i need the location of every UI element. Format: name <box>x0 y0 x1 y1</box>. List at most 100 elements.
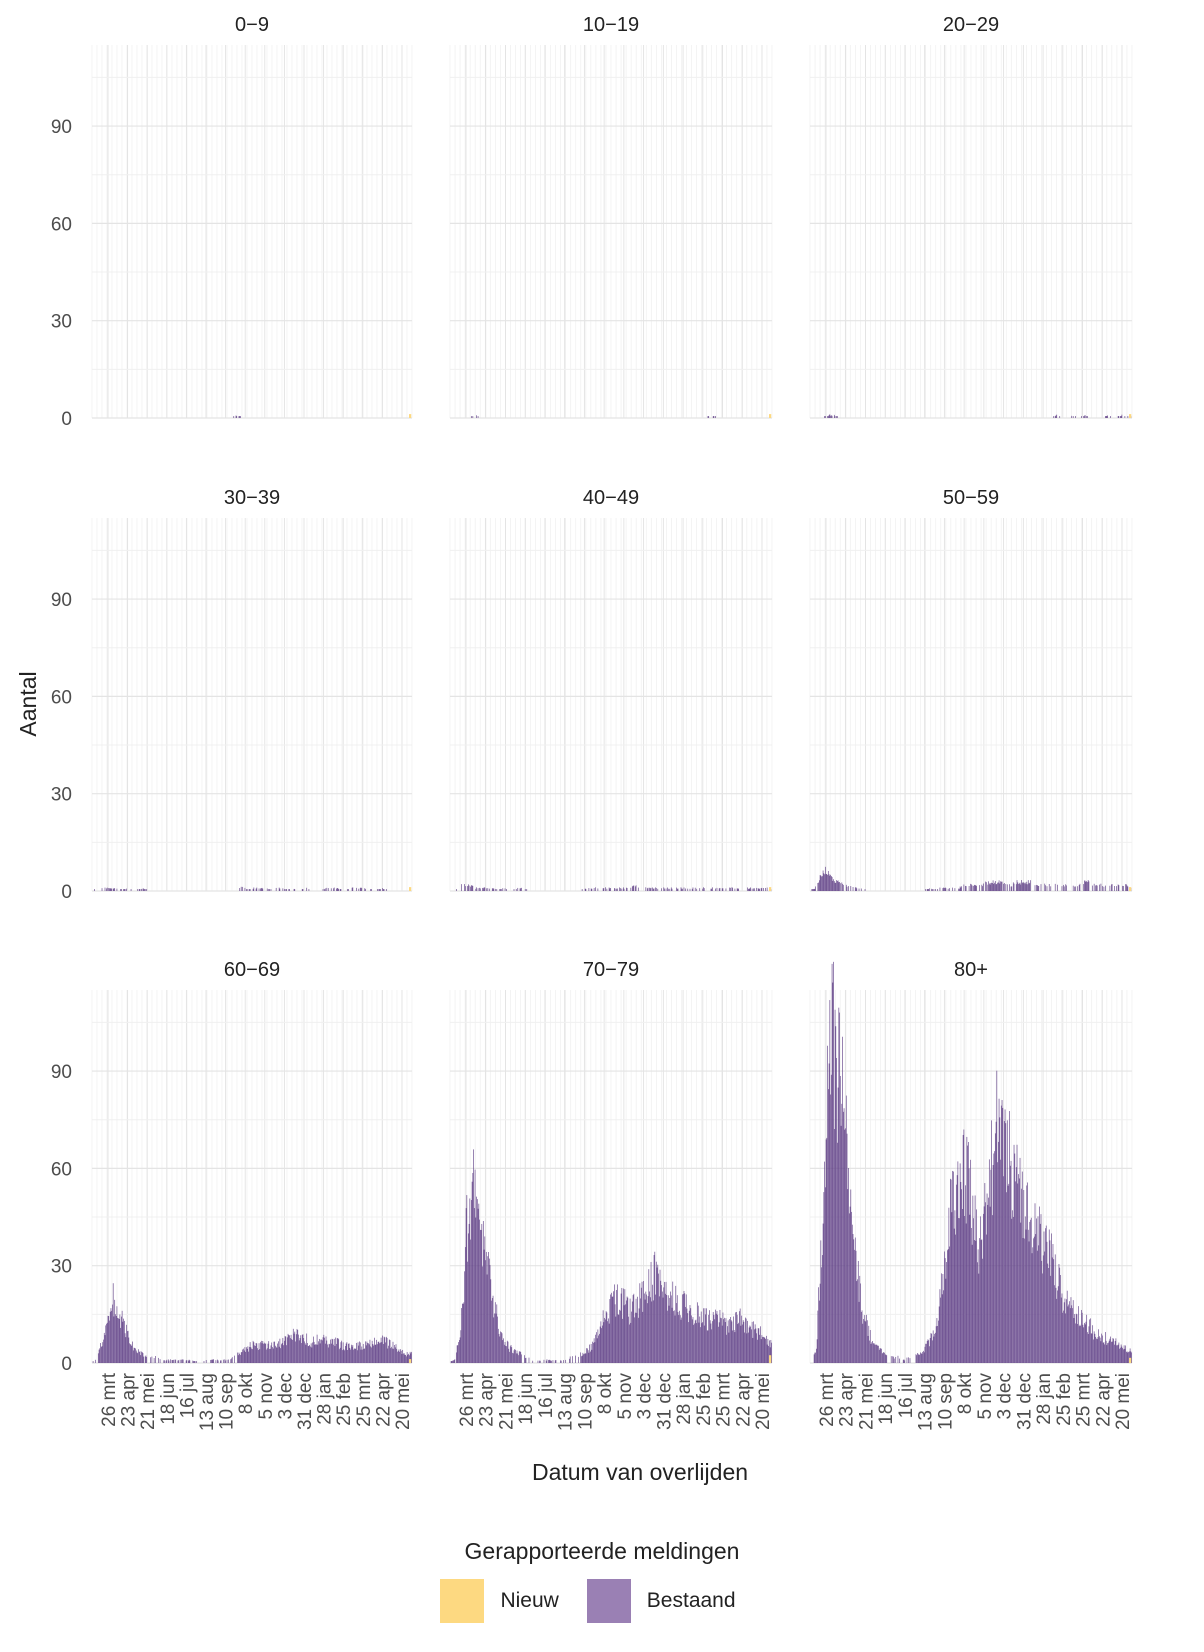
bar <box>119 1314 121 1363</box>
bar <box>528 1357 530 1363</box>
bar <box>515 889 517 891</box>
bar <box>1064 1298 1066 1363</box>
bar <box>247 1346 249 1363</box>
bar <box>1046 886 1048 891</box>
bar <box>691 1319 693 1363</box>
bar <box>179 1359 181 1363</box>
bar <box>109 888 111 891</box>
bar <box>370 889 372 891</box>
bar <box>602 888 604 891</box>
bar <box>918 1354 920 1363</box>
bar <box>902 1359 904 1363</box>
bar <box>974 884 975 891</box>
bar <box>275 1346 277 1363</box>
bar <box>369 1339 371 1363</box>
bar <box>374 1337 375 1363</box>
bar <box>1021 1188 1022 1363</box>
bar <box>478 1203 480 1363</box>
bar <box>987 1204 989 1363</box>
bar <box>104 887 106 891</box>
bar <box>289 889 290 891</box>
bar <box>748 1332 749 1363</box>
bar <box>617 1314 619 1363</box>
bar <box>402 1349 404 1363</box>
bar <box>362 1349 363 1363</box>
bar <box>104 1335 106 1363</box>
bar <box>976 1262 978 1363</box>
bar <box>1090 1333 1092 1363</box>
bar <box>760 888 762 891</box>
bar <box>363 1348 365 1363</box>
bar <box>1096 1338 1097 1363</box>
bar <box>518 1351 520 1363</box>
bar <box>763 888 764 891</box>
bar <box>491 888 493 891</box>
bar <box>829 1000 831 1363</box>
bar <box>137 1353 139 1363</box>
x-tick-label: 20 mei <box>1113 1373 1134 1430</box>
bar <box>731 1321 733 1363</box>
bar <box>944 887 946 891</box>
bar <box>353 1348 355 1363</box>
x-tick-label: 20 mei <box>753 1373 774 1430</box>
bar <box>585 888 587 891</box>
bar <box>109 888 110 891</box>
bar <box>189 1360 191 1363</box>
bar <box>883 1352 885 1363</box>
x-tick-label: 28 jan <box>674 1373 695 1425</box>
bar <box>494 888 496 891</box>
bar <box>970 883 971 891</box>
bar <box>324 1337 325 1363</box>
bar <box>706 1308 707 1363</box>
bar <box>646 888 648 891</box>
bar <box>708 1314 710 1363</box>
bar <box>266 1348 268 1363</box>
bar <box>1126 1351 1128 1363</box>
bar <box>764 1337 766 1363</box>
bar <box>1117 884 1119 891</box>
bar <box>821 876 823 891</box>
bar <box>545 1360 547 1363</box>
bar <box>292 1339 293 1363</box>
bar <box>356 887 357 891</box>
bar <box>631 1301 633 1363</box>
bar <box>133 1347 135 1363</box>
bar <box>842 1036 843 1363</box>
bar <box>166 1359 168 1363</box>
bar <box>1120 1344 1122 1363</box>
bar <box>114 888 116 891</box>
bar <box>934 1333 936 1363</box>
bar <box>831 963 833 1363</box>
bar <box>868 1325 870 1363</box>
bar <box>702 1321 704 1363</box>
bar <box>385 1336 387 1363</box>
bar <box>1057 884 1058 891</box>
bar <box>339 1349 340 1363</box>
bar <box>327 1344 328 1363</box>
bar <box>968 885 970 891</box>
bar <box>636 1312 638 1363</box>
bar <box>640 1287 642 1363</box>
bar <box>723 1319 725 1363</box>
bar <box>1061 886 1063 891</box>
bar <box>622 1288 624 1363</box>
bar <box>903 1359 905 1363</box>
bar <box>830 874 831 891</box>
bar <box>353 1349 354 1363</box>
bar <box>347 1350 348 1363</box>
bar <box>1087 882 1088 891</box>
bar <box>368 1344 370 1363</box>
bar <box>609 888 611 891</box>
bar <box>1056 414 1058 418</box>
bar <box>763 1337 765 1363</box>
bar <box>470 416 472 418</box>
bar <box>824 416 826 418</box>
bar <box>614 888 616 891</box>
bar <box>334 1346 336 1363</box>
bar <box>124 889 126 891</box>
bar <box>459 1337 461 1363</box>
bar <box>752 1337 754 1363</box>
bar <box>338 1339 340 1363</box>
bar <box>453 1360 455 1363</box>
x-tick-label: 31 dec <box>654 1373 675 1430</box>
